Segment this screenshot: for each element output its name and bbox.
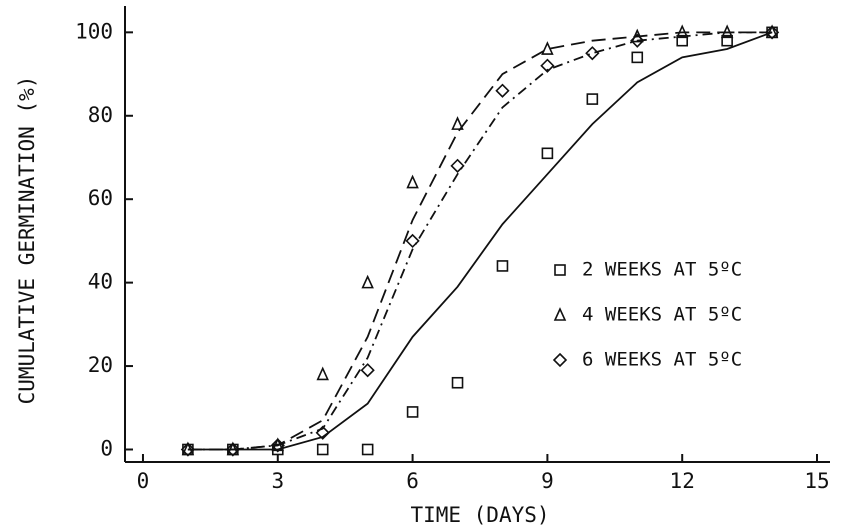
- point: [180, 442, 196, 457]
- y-tick-label: 60: [88, 186, 113, 210]
- legend-label: 2 WEEKS AT 5ºC: [582, 259, 742, 281]
- point: [451, 376, 464, 389]
- point: [316, 366, 329, 381]
- point: [225, 442, 240, 457]
- point: [360, 363, 375, 378]
- y-tick-label: 40: [88, 270, 113, 294]
- x-tick-label: 3: [271, 469, 284, 493]
- point: [406, 174, 419, 189]
- point: [405, 233, 420, 249]
- point: [270, 438, 285, 453]
- point: [764, 25, 780, 40]
- x-tick-label: 9: [541, 469, 554, 493]
- point: [316, 443, 329, 456]
- fit-line: [187, 31, 773, 451]
- x-axis-label: TIME (DAYS): [410, 503, 549, 527]
- point: [630, 33, 645, 48]
- y-tick-label: 80: [88, 103, 113, 127]
- legend-label: 4 WEEKS AT 5ºC: [582, 304, 742, 326]
- point: [450, 158, 465, 173]
- y-tick-label: 0: [100, 436, 113, 460]
- legend-label: 6 WEEKS AT 5ºC: [582, 349, 742, 371]
- point: [586, 93, 599, 105]
- fit-line: [187, 31, 773, 451]
- point: [496, 260, 509, 272]
- point: [721, 34, 733, 47]
- point: [541, 41, 554, 55]
- point: [361, 443, 374, 456]
- legend-marker: [553, 307, 567, 321]
- x-tick-label: 0: [137, 469, 150, 493]
- point: [315, 425, 330, 440]
- legend-marker: [552, 352, 568, 368]
- point: [406, 406, 419, 418]
- y-tick-label: 100: [75, 19, 113, 43]
- fit-line: [187, 31, 773, 451]
- x-tick-label: 15: [804, 469, 829, 493]
- point: [361, 274, 374, 289]
- point: [585, 46, 600, 61]
- point: [540, 58, 555, 73]
- legend-marker: [554, 264, 566, 276]
- y-axis-label: CUMULATIVE GERMINATION (%): [15, 76, 39, 405]
- x-tick-label: 12: [670, 469, 695, 493]
- point: [495, 83, 510, 98]
- y-tick-label: 20: [88, 353, 113, 377]
- x-tick-label: 6: [406, 469, 419, 493]
- point: [541, 147, 554, 160]
- point: [631, 51, 644, 64]
- point: [451, 116, 464, 130]
